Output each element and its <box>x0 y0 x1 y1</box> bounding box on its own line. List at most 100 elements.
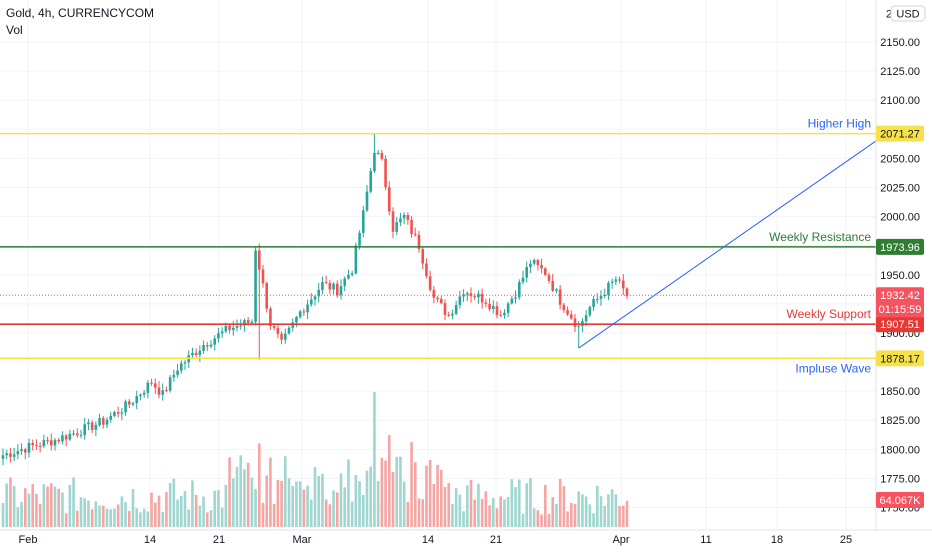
candle-body <box>243 320 246 326</box>
candle-body <box>306 304 309 313</box>
volume-bar <box>558 478 562 527</box>
candle-body <box>261 269 265 284</box>
currency-badge[interactable]: USD <box>890 5 926 22</box>
candle-body <box>146 382 150 393</box>
candle-body <box>432 289 436 298</box>
candle-body <box>595 298 599 300</box>
level-price-tag <box>876 125 924 142</box>
candle-body <box>588 306 592 316</box>
time-axis-tick: Apr <box>612 534 629 546</box>
candle-body <box>191 352 194 356</box>
trendline[interactable] <box>578 140 877 349</box>
price-axis-tick: 1950.00 <box>880 270 920 282</box>
candle-body <box>369 171 373 192</box>
candle-body <box>209 344 213 347</box>
candle-body <box>339 286 343 296</box>
price-axis[interactable]: 2150.002125.002100.002075.002050.002025.… <box>880 9 920 515</box>
volume-bar <box>46 486 49 527</box>
candle-body <box>257 250 261 270</box>
candle-body <box>72 433 75 435</box>
volume-bar <box>57 488 61 527</box>
candle-body <box>566 310 569 315</box>
level-label: Impluse Wave <box>795 361 871 375</box>
volume-bar <box>569 502 573 527</box>
volume-bar <box>150 492 153 527</box>
candle-body <box>94 424 98 430</box>
time-axis-tick: 21 <box>490 534 502 546</box>
candle-body <box>480 293 484 303</box>
candle-body <box>291 322 295 328</box>
volume-bar <box>614 494 618 527</box>
volume-bar <box>581 494 584 527</box>
volume-bar <box>224 485 228 527</box>
candle-body <box>113 412 116 416</box>
volume-bar <box>124 502 127 527</box>
candle-body <box>172 374 176 378</box>
candle-body <box>217 333 220 339</box>
volume-bar <box>380 457 384 527</box>
candle-body <box>20 449 23 452</box>
volume-bar <box>269 457 272 527</box>
volume-bar <box>313 467 317 527</box>
volume-bar <box>317 475 321 527</box>
volume-bar <box>9 477 12 527</box>
volume-bar <box>217 490 220 527</box>
volume-bar <box>566 511 569 527</box>
volume-bar <box>183 490 187 527</box>
volume-bar <box>599 496 603 527</box>
volume-bar <box>532 508 536 527</box>
candle-body <box>439 298 443 304</box>
volume-bar <box>384 460 387 527</box>
volume-bar <box>49 483 53 527</box>
volume-bar <box>142 508 146 527</box>
price-axis-tick: 1825.00 <box>880 415 920 427</box>
volume-bars <box>1 392 629 527</box>
candle-body <box>280 333 283 340</box>
volume-bar <box>347 459 350 527</box>
candle-body <box>469 293 473 297</box>
candle-body <box>350 273 354 275</box>
candle-body <box>109 415 113 420</box>
volume-bar <box>94 501 98 527</box>
candle-body <box>335 283 339 296</box>
candle-body <box>120 412 124 414</box>
candle-body <box>573 318 577 327</box>
symbol-title[interactable]: Gold, 4h, CURRENCYCOM <box>6 6 155 20</box>
time-axis[interactable]: Feb 14 21 Mar 14 21 Apr 11 18 25 <box>19 534 853 546</box>
candle-body <box>510 298 514 304</box>
level-lines[interactable]: Higher High Weekly Resistance Weekly Suppo… <box>0 117 876 376</box>
candle-body <box>220 331 224 334</box>
volume-bar <box>451 503 454 527</box>
volume-bar <box>272 503 276 527</box>
candle-body <box>425 263 428 277</box>
volume-bar <box>376 481 380 527</box>
candle-body <box>176 370 179 375</box>
price-axis-tick: 2125.00 <box>880 66 920 78</box>
volume-bar <box>254 489 257 527</box>
candle-body <box>421 249 425 264</box>
candle-body <box>105 419 109 425</box>
level-price-tag-label: 1878.17 <box>880 353 920 365</box>
candle-body <box>584 315 588 322</box>
volume-bar <box>495 508 499 527</box>
volume-bar <box>350 501 354 527</box>
volume-bar <box>306 485 309 527</box>
volume-bar <box>146 511 150 527</box>
candle-body <box>465 293 469 295</box>
volume-bar <box>12 486 16 527</box>
volume-bar <box>395 456 399 527</box>
candle-body <box>395 222 399 232</box>
volume-bar <box>343 487 347 527</box>
volume-bar <box>514 487 517 527</box>
candle-body <box>302 311 306 313</box>
volume-bar <box>454 488 458 527</box>
candle-body <box>250 321 254 323</box>
candle-body <box>198 350 202 356</box>
candle-body <box>228 325 231 331</box>
volume-bar <box>153 502 157 527</box>
volume-bar <box>503 499 506 527</box>
candle-body <box>625 288 629 297</box>
volume-bar <box>139 512 142 527</box>
candle-body <box>239 325 243 327</box>
